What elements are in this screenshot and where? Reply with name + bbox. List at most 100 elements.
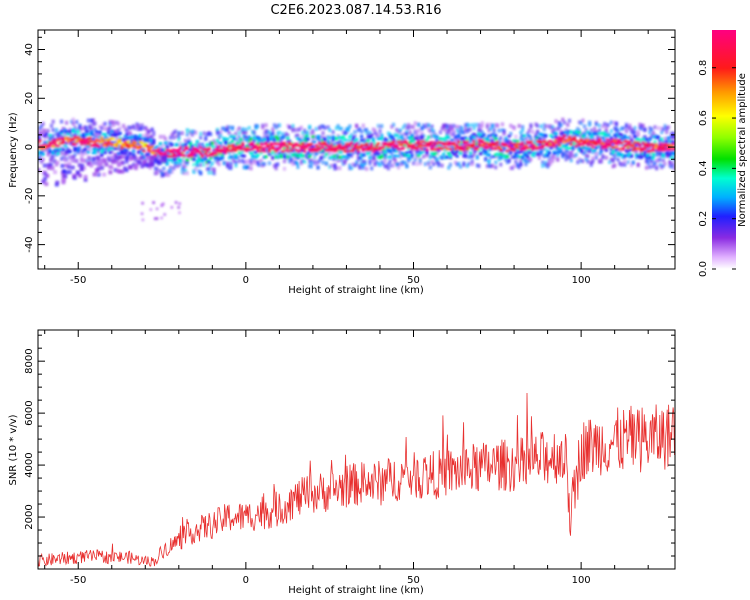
spectrogram-cell xyxy=(450,138,454,142)
spectrogram-cell xyxy=(440,163,444,168)
spectrogram-cell xyxy=(571,146,575,150)
spectrogram-cell xyxy=(658,145,662,148)
spectrogram-cell xyxy=(297,144,302,147)
spectrogram-cell xyxy=(584,141,588,144)
spectrogram-cell xyxy=(195,140,200,144)
spectrogram-cell xyxy=(661,163,666,168)
spectrogram-cell xyxy=(81,138,86,141)
spectrogram-cell xyxy=(490,139,495,143)
spectrogram-cell xyxy=(606,138,610,142)
spectrogram-cell xyxy=(299,147,303,150)
spectrogram-cell xyxy=(173,129,178,134)
spectrogram-cell xyxy=(522,134,526,138)
spectrogram-cell xyxy=(659,142,664,146)
spectrogram-cell xyxy=(482,137,486,141)
spectrogram-cell xyxy=(328,145,332,149)
spectrogram-cell xyxy=(396,154,401,158)
spectrogram-cell xyxy=(38,129,42,134)
spectrogram-cell xyxy=(190,150,195,153)
spectrogram-cell xyxy=(658,139,662,143)
spectrogram-cell xyxy=(480,130,485,135)
spectrogram-cell xyxy=(609,129,614,134)
spectrogram-cell xyxy=(59,131,64,135)
spectrogram-cell xyxy=(267,147,272,151)
spectrogram-cell xyxy=(556,153,560,158)
spectrogram-cell xyxy=(312,140,317,144)
spectrogram-cell xyxy=(432,141,436,144)
spectrogram-cell xyxy=(463,154,468,158)
spectrogram-cell xyxy=(522,147,526,151)
spectrogram-cell xyxy=(157,156,162,161)
spectrogram-cell xyxy=(614,148,619,152)
spectrogram-cell xyxy=(277,123,282,128)
spectrogram-cell xyxy=(90,139,94,143)
spectrogram-cell xyxy=(475,147,479,150)
spectrogram-cell xyxy=(475,144,479,148)
spectrogram-cell xyxy=(540,163,545,168)
spectrogram-cell xyxy=(646,157,650,162)
spectrogram-cell xyxy=(628,123,632,128)
spectrogram-cell xyxy=(639,153,644,157)
spectrogram-cell xyxy=(623,136,627,140)
spectrogram-cell xyxy=(349,165,354,170)
spectrogram-cell xyxy=(472,132,476,136)
spectrogram-cell xyxy=(519,159,523,164)
spectrogram-cell xyxy=(229,166,233,171)
spectrogram-cell xyxy=(485,137,490,141)
spectrogram-cell xyxy=(566,139,570,143)
spectrogram-cell xyxy=(163,136,168,141)
spectrogram-cell xyxy=(373,142,377,146)
spectrogram-cell xyxy=(81,152,86,157)
spectrogram-cell xyxy=(339,138,344,143)
spectrogram-cell xyxy=(561,117,565,122)
spectrogram-cell xyxy=(499,136,503,141)
spectrogram-cell xyxy=(70,165,75,170)
spectrogram-cell xyxy=(467,123,471,128)
spectrogram-cell xyxy=(104,162,109,167)
spectrogram-cell xyxy=(237,135,241,140)
spectrogram-cell xyxy=(165,162,169,166)
spectrogram-cell xyxy=(358,146,362,149)
spectrogram-cell xyxy=(349,141,354,145)
spectrogram-cell xyxy=(420,136,424,140)
spectrogram-cell xyxy=(390,135,394,139)
spectrogram-cell xyxy=(435,148,439,151)
spectrogram-cell xyxy=(199,146,203,149)
spectrogram-cell xyxy=(101,139,106,142)
spectrogram-cell xyxy=(252,130,257,135)
spectrogram-ticks: -50 0 50 100 -40 -20 0 20 40 xyxy=(24,30,675,286)
spectrogram-cell xyxy=(364,127,369,132)
spectrogram-cell xyxy=(118,136,122,140)
spectrogram-cell xyxy=(115,144,119,148)
spectrogram-cell xyxy=(485,145,490,149)
spectrogram-cell xyxy=(391,146,396,150)
spectrogram-cell xyxy=(519,162,523,167)
spectrogram-cell xyxy=(234,153,238,157)
spectrogram-cell xyxy=(334,166,339,171)
spectrogram-cell xyxy=(390,124,394,129)
spectrogram-cell xyxy=(651,164,656,169)
spectrogram-cell xyxy=(415,130,419,135)
spectrogram-cell xyxy=(403,123,407,128)
spectrogram-cell xyxy=(443,146,448,149)
spectrogram-cell xyxy=(250,142,255,146)
spectrogram-cell xyxy=(400,143,404,147)
spectrogram-cell xyxy=(391,163,396,168)
spectrogram-cell xyxy=(152,149,156,153)
spectrogram-cell xyxy=(537,155,542,160)
spectrogram-cell xyxy=(636,154,640,158)
spectrogram-cell xyxy=(597,123,602,128)
spectrogram-cell xyxy=(472,135,476,139)
spectrogram-cell xyxy=(229,163,233,168)
spectrogram-cell xyxy=(331,130,335,135)
spectrogram-cell xyxy=(527,128,531,133)
spectrogram-cell xyxy=(613,163,617,168)
spectrogram-cell xyxy=(67,170,72,175)
spectrogram-cell xyxy=(455,143,459,147)
spectrogram-cell xyxy=(373,130,377,135)
spectrogram-cell xyxy=(368,135,372,139)
spectrogram-cell xyxy=(103,132,107,136)
spectrogram-cell xyxy=(339,150,344,154)
spectrogram-cell xyxy=(566,133,570,137)
spectrogram-cell xyxy=(96,149,101,154)
